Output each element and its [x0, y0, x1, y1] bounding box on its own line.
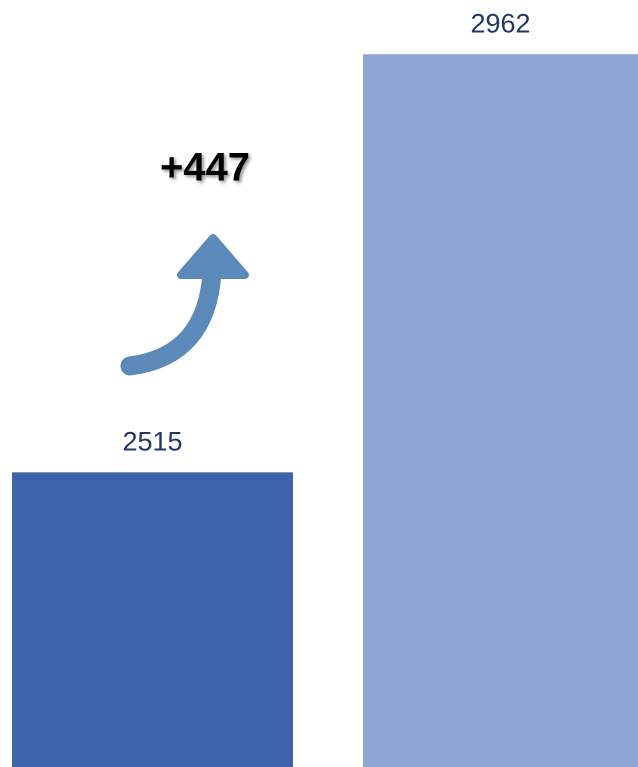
value-label: 2962 [470, 8, 530, 38]
value-label: 2515 [122, 426, 182, 456]
bar [12, 472, 293, 767]
arrow-head [177, 234, 249, 279]
annotation: +447 [160, 146, 250, 190]
arrow-shaft [120, 262, 222, 376]
bar [363, 54, 638, 767]
arrow [120, 234, 249, 376]
